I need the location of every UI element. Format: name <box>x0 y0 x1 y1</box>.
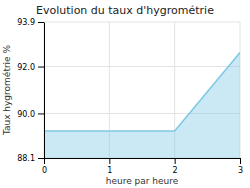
tick-label: 0 <box>42 166 47 175</box>
tick-mark <box>38 67 44 68</box>
tick-mark <box>44 158 45 164</box>
axis-line <box>44 23 45 159</box>
chart: 0 1 2 3 88.1 90.0 92.0 93.9Evolution du taux d'… <box>0 0 250 188</box>
tick-mark <box>175 158 176 164</box>
tick-label: 93.9 <box>17 18 35 27</box>
tick-mark <box>240 158 241 164</box>
grid <box>44 22 240 158</box>
tick: 0 <box>42 158 47 175</box>
tick-label: 3 <box>238 166 243 175</box>
x-axis: 0 1 2 3 <box>42 158 243 175</box>
plot: 0 1 2 3 88.1 90.0 92.0 93.9 <box>17 18 243 175</box>
grid-line <box>44 22 240 23</box>
tick-label: 1 <box>107 166 112 175</box>
y-axis: 88.1 90.0 92.0 93.9 <box>17 18 44 163</box>
tick-label: 90.0 <box>17 110 35 119</box>
area <box>44 52 240 158</box>
grid-line <box>44 66 240 67</box>
tick-mark <box>109 158 110 164</box>
tick: 1 <box>107 158 112 175</box>
axis-line <box>45 158 241 159</box>
marks <box>44 52 240 158</box>
title: Evolution du taux d'hygrométrie <box>36 4 214 17</box>
grid-line <box>44 22 45 158</box>
tick-label: 92.0 <box>17 63 35 72</box>
tick: 3 <box>238 158 243 175</box>
y-axis-title: Taux hygrométrie % <box>2 44 12 136</box>
x-axis-title: heure par heure <box>106 176 179 186</box>
tick-label: 88.1 <box>17 154 35 163</box>
tick: 88.1 <box>17 154 44 163</box>
tick-label: 2 <box>173 166 178 175</box>
tick: 92.0 <box>17 63 44 72</box>
tick: 93.9 <box>17 18 44 27</box>
tick-mark <box>38 22 44 23</box>
tick-mark <box>38 158 44 159</box>
line <box>44 52 240 131</box>
tick: 90.0 <box>17 110 44 119</box>
tick-mark <box>38 113 44 114</box>
tick: 2 <box>173 158 178 175</box>
